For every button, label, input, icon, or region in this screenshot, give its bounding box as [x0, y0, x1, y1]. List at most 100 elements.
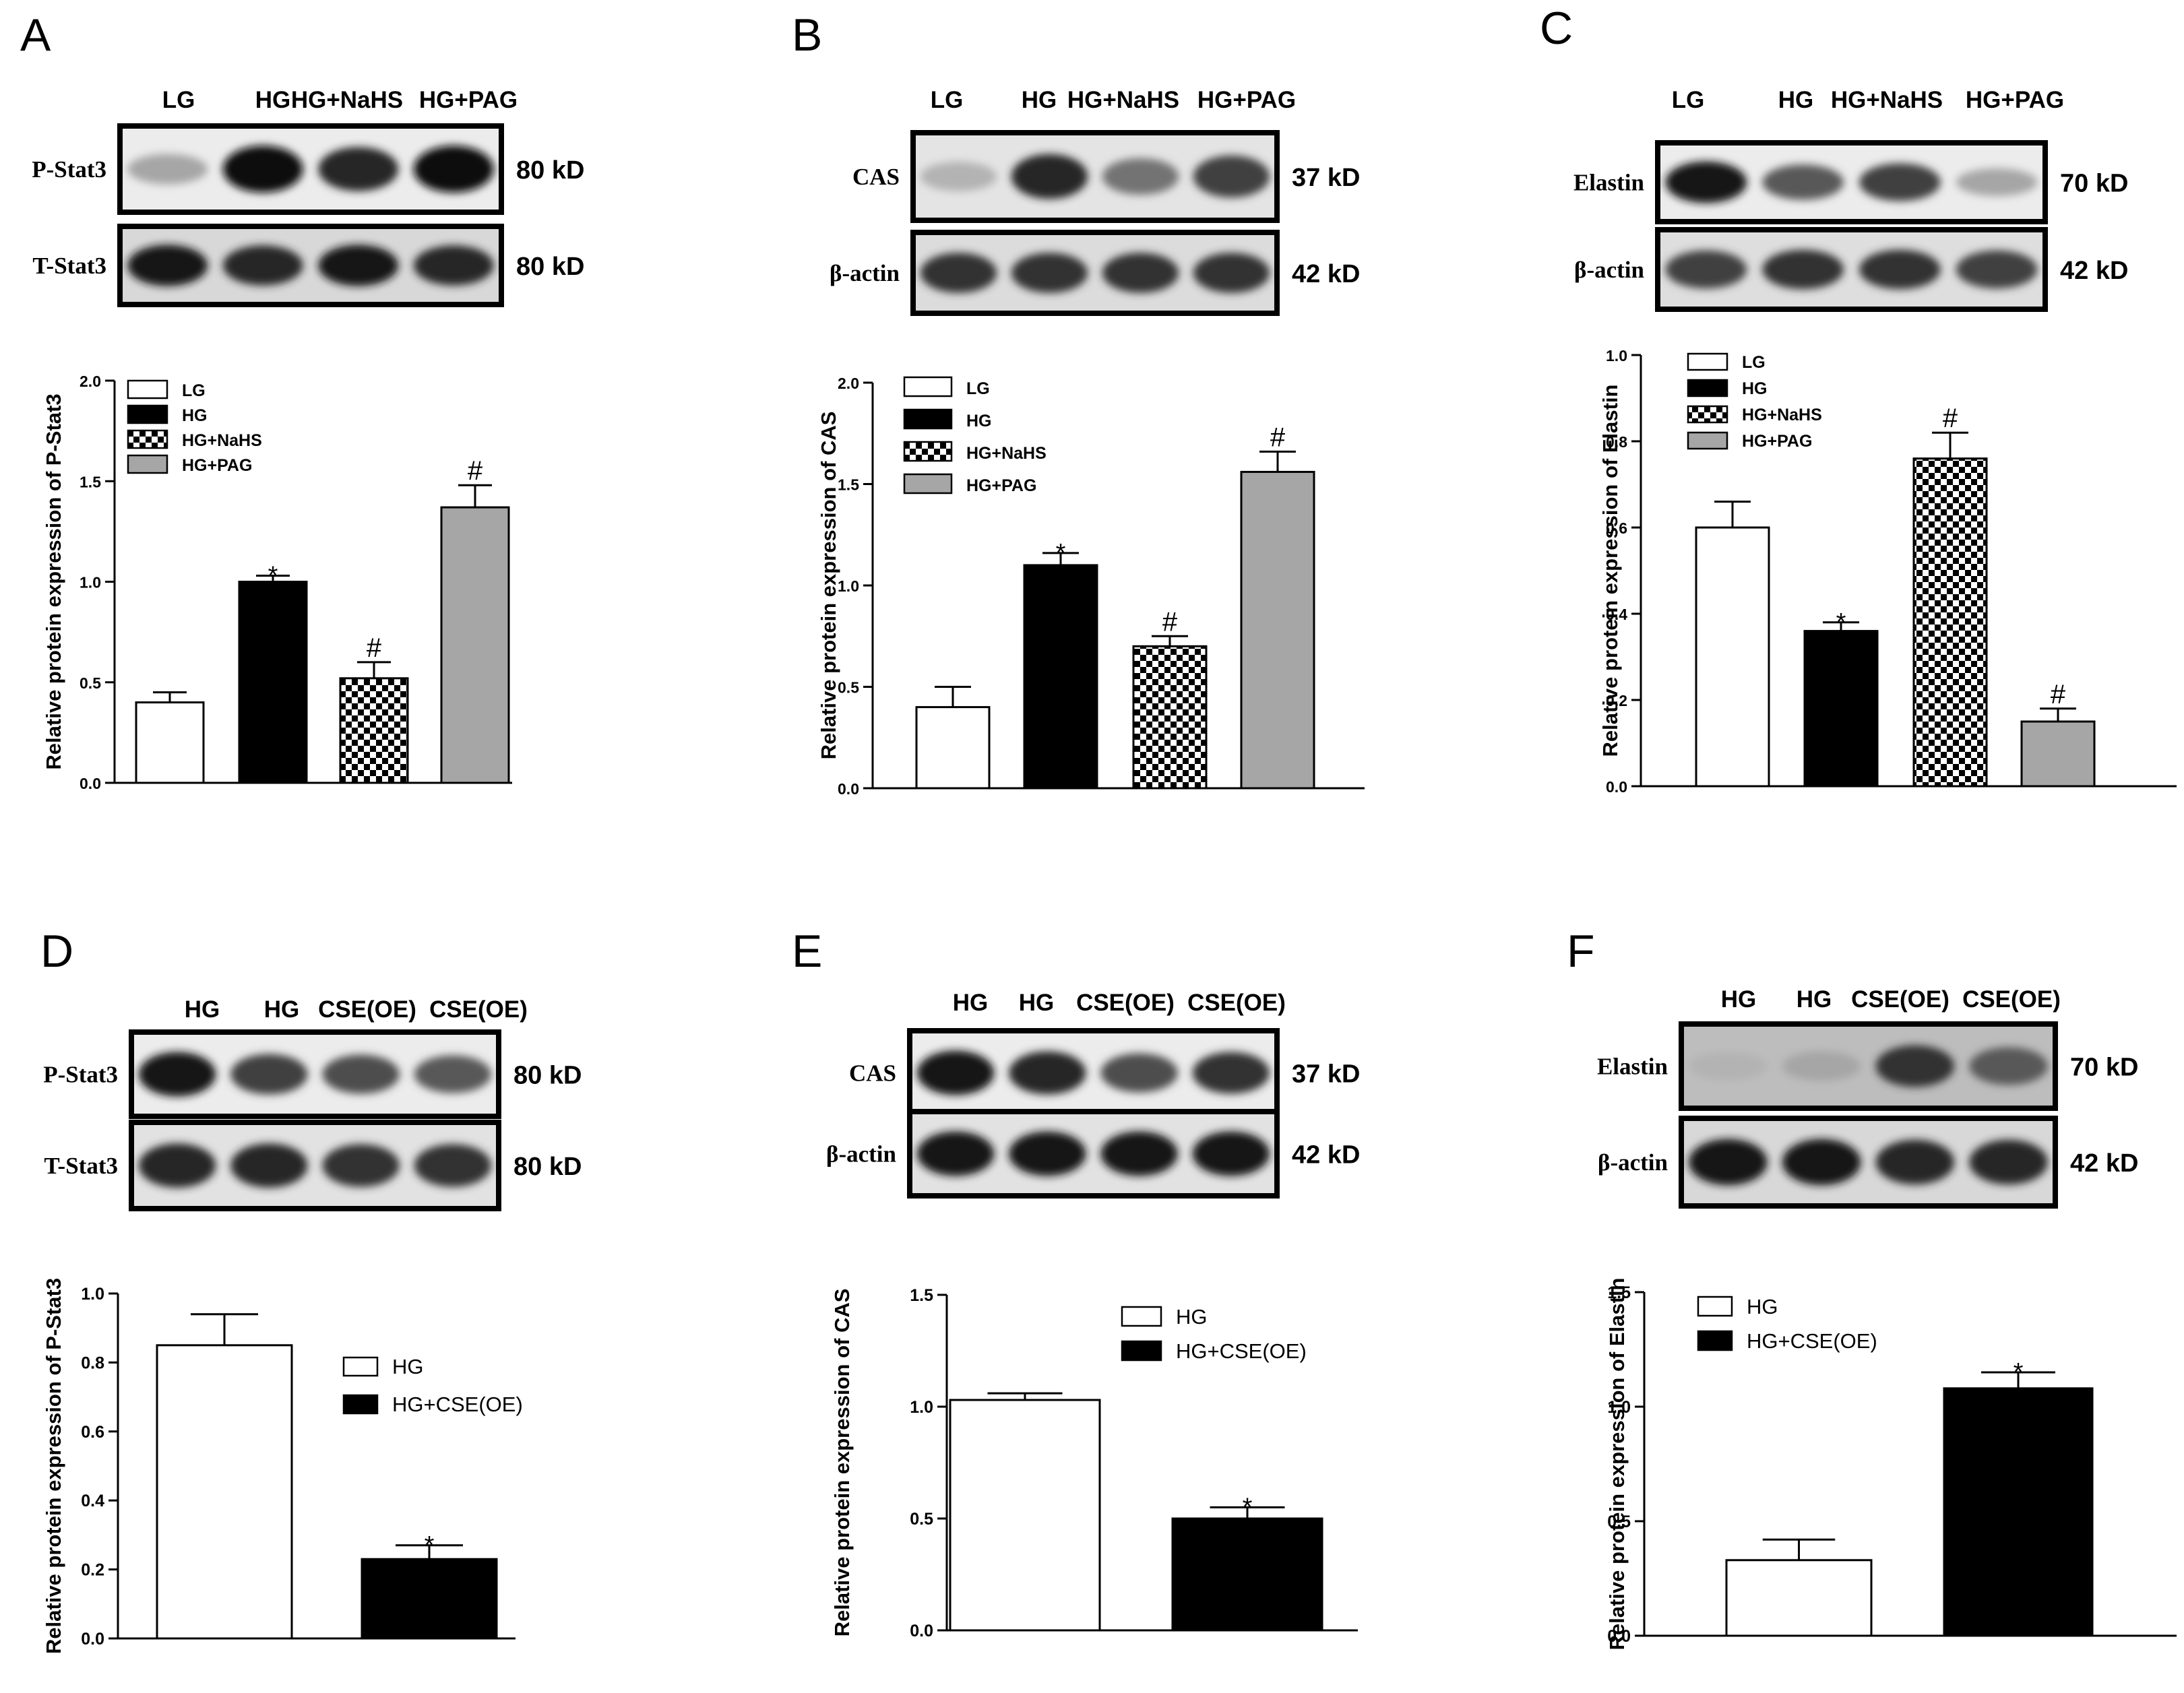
bar — [135, 701, 205, 784]
lane-label: CSE(OE) — [1187, 990, 1286, 1016]
blot-frame — [1655, 227, 2048, 312]
y-tick-label: 0.5 — [1607, 1512, 1631, 1531]
significance-mark: * — [268, 562, 278, 590]
lane-label: HG — [1797, 986, 1832, 1013]
bar — [1912, 457, 1988, 788]
blot-band — [413, 146, 494, 193]
protein-label: T-Stat3 — [44, 1153, 118, 1179]
y-tick-label: 0.4 — [1606, 606, 1627, 623]
panel-d: D HG HG CSE(OE) CSE(OE) P-Stat3 80 kD T-Stat3 80… — [40, 926, 582, 1654]
blot-band — [1762, 249, 1844, 290]
blot-frame — [129, 1029, 501, 1119]
lane-label: HG — [1778, 87, 1814, 113]
blot-band — [1011, 253, 1088, 293]
bar — [238, 581, 308, 784]
significance-mark: # — [1943, 404, 1958, 433]
lane-label: HG+NaHS — [1831, 87, 1943, 113]
panel-b: B LG HG HG+NaHS HG+PAG CAS 37 kD β-actin 42 kD 0.… — [792, 9, 1365, 798]
blot-frame — [1655, 140, 2048, 224]
protein-label: CAS — [852, 164, 900, 190]
y-tick-label: 0.8 — [81, 1353, 104, 1372]
protein-label: β-actin — [830, 260, 900, 286]
significance-mark: * — [1056, 539, 1066, 567]
y-tick-label: 0.4 — [81, 1492, 104, 1510]
blot-band — [1009, 1131, 1086, 1176]
lane-label: LG — [931, 87, 964, 113]
y-tick-label: 1.0 — [1606, 347, 1627, 364]
legend-label: HG+CSE(OE) — [1176, 1339, 1307, 1363]
lane-label: CSE(OE) — [1076, 990, 1175, 1016]
y-tick-label: 1.0 — [80, 574, 101, 592]
bar — [156, 1344, 293, 1640]
size-label: 37 kD — [1292, 1060, 1360, 1089]
blot-strip-elastin: Elastin 70 kD — [1597, 1021, 2138, 1111]
bar — [1725, 1559, 1873, 1637]
lane-label: HG+PAG — [1966, 87, 2064, 113]
blot-band — [920, 162, 997, 191]
blot-band — [916, 1131, 995, 1176]
blot-band — [127, 245, 208, 286]
y-tick-label: 0.5 — [910, 1510, 933, 1529]
y-tick-label: 0.5 — [80, 674, 101, 692]
blot-band — [1875, 1139, 1955, 1185]
legend-label: HG+PAG — [182, 456, 252, 475]
significance-mark: # — [2051, 680, 2066, 709]
lane-label: HG — [255, 87, 291, 113]
blot-band — [1193, 253, 1270, 293]
legend-swatch — [1687, 431, 1728, 450]
legend: HG HG+CSE(OE) — [342, 1355, 523, 1416]
legend-swatch — [903, 408, 953, 430]
legend-swatch — [1697, 1330, 1733, 1351]
legend-label: HG+NaHS — [182, 431, 262, 450]
bar — [1943, 1387, 2094, 1637]
lane-label: HG — [1721, 986, 1757, 1013]
bar — [339, 677, 409, 784]
y-tick-label: 0.0 — [838, 780, 859, 798]
y-tick-label: 0.0 — [910, 1622, 933, 1640]
y-tick-label: 0.6 — [1606, 519, 1627, 537]
y-tick-label: 0.0 — [81, 1630, 104, 1649]
legend-swatch — [903, 473, 953, 494]
lane-label: HG+NaHS — [291, 87, 403, 113]
blot-band — [1956, 250, 2038, 289]
blot-band — [138, 1052, 216, 1097]
bar — [949, 1399, 1101, 1632]
y-axis-label: Relative protein expression of Elastin — [1605, 1278, 1629, 1651]
protein-label: β-actin — [1598, 1149, 1668, 1176]
legend-swatch — [342, 1394, 379, 1415]
lane-label: HG+PAG — [1197, 87, 1296, 113]
blot-band — [1192, 1131, 1270, 1176]
panel-f: F HG HG CSE(OE) CSE(OE) Elastin 70 kD β-actin 42… — [1567, 926, 2177, 1651]
legend-label: LG — [966, 379, 990, 398]
protein-label: β-actin — [826, 1141, 896, 1168]
significance-mark: * — [2014, 1358, 2024, 1386]
blot-band — [1689, 1052, 1768, 1081]
y-tick-label: 1.5 — [838, 476, 859, 494]
y-axis-label: Relative protein expression of P-Stat3 — [42, 393, 65, 769]
protein-label: β-actin — [1574, 257, 1644, 283]
size-label: 42 kD — [1292, 1141, 1360, 1170]
size-label: 42 kD — [1292, 260, 1360, 288]
bar — [1803, 630, 1879, 788]
significance-mark: * — [425, 1531, 435, 1560]
blot-band — [1956, 168, 2038, 197]
bar-chart: 0.0 0.5 1.0 1.5 Relative protein expression … — [830, 1286, 1358, 1640]
panel-letter: E — [792, 926, 822, 977]
lane-label: HG — [185, 996, 220, 1023]
y-tick-label: 0.0 — [1607, 1627, 1631, 1646]
blot-band — [1782, 1139, 1861, 1186]
blot-band — [322, 1054, 400, 1094]
legend-label: HG — [182, 406, 208, 425]
panel-letter: F — [1567, 926, 1595, 977]
legend-swatch — [127, 429, 168, 449]
size-label: 37 kD — [1292, 164, 1360, 192]
legend-swatch — [1697, 1296, 1733, 1317]
blot-band — [1009, 1051, 1086, 1095]
lane-label: HG+PAG — [419, 87, 518, 113]
significance-mark: # — [1162, 607, 1178, 637]
y-tick-label: 0.2 — [81, 1561, 104, 1580]
blot-frame — [129, 1120, 501, 1211]
lane-label: HG — [1019, 990, 1055, 1016]
lane-label: CSE(OE) — [1962, 986, 2061, 1013]
lane-label: LG — [162, 87, 195, 113]
